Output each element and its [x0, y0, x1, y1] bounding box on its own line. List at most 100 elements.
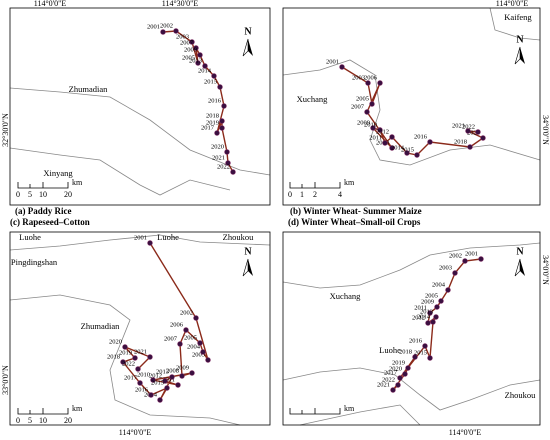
- panel-caption: (a) Paddy Rice: [15, 206, 72, 216]
- year-label: 2009: [421, 298, 434, 305]
- year-label: 2003: [352, 74, 365, 81]
- year-label: 2001: [134, 234, 147, 241]
- year-label: 2003: [439, 264, 452, 271]
- year-label: 2017: [124, 374, 138, 381]
- year-label: 2004: [187, 343, 201, 350]
- centroid-point: [365, 80, 371, 86]
- coordinate-label: 34°0'0"N: [541, 115, 550, 145]
- map-panel: (b) Winter Wheat- Summer Maize 114°0'0"E 3…: [282, 0, 550, 216]
- scale-label: 5: [28, 416, 32, 425]
- trajectory: [121, 242, 209, 401]
- centroid-point: [390, 387, 396, 393]
- place-name: Zhoukou: [505, 390, 536, 400]
- year-label: 2017: [201, 124, 215, 131]
- panel-caption: (c) Rapeseed–Cotton: [10, 217, 90, 227]
- centroid-point: [434, 304, 440, 310]
- year-label: 2022: [462, 123, 475, 130]
- centroid-point: [475, 129, 481, 135]
- coordinate-label: 114°0'0"E: [496, 0, 529, 8]
- centroid-point: [175, 382, 181, 388]
- centroid-point: [414, 152, 420, 158]
- scale-bar: [289, 408, 341, 415]
- centroid-point: [412, 354, 418, 360]
- year-label: 2018: [454, 138, 467, 145]
- year-label: 2012: [149, 372, 162, 379]
- north-label: N: [516, 246, 524, 257]
- centroid-point: [382, 140, 388, 146]
- centroid-point: [164, 385, 170, 391]
- year-label: 2021: [452, 122, 465, 129]
- coordinate-label: 114°30'0"E: [162, 0, 199, 8]
- centroid-point: [377, 127, 383, 133]
- centroid-point: [230, 169, 236, 175]
- centroid-point: [225, 160, 231, 166]
- scale-label: km: [344, 404, 355, 413]
- year-label: 2018: [399, 348, 412, 355]
- centroid-point: [193, 315, 199, 321]
- centroid-point: [445, 287, 451, 293]
- year-label: 2013: [156, 368, 169, 375]
- place-name: Xinyang: [43, 168, 73, 178]
- year-label: 2020: [389, 365, 402, 372]
- coordinate-label: 114°0'0"E: [34, 0, 67, 8]
- coordinate-label: 33°0'0"N: [1, 365, 10, 395]
- year-label: 2022: [382, 376, 395, 383]
- north-arrow-outline: [514, 46, 521, 65]
- year-label: 2020: [109, 338, 122, 345]
- scale-label: 20: [64, 416, 72, 425]
- year-label: 2011: [369, 134, 382, 141]
- centroid-point: [169, 374, 175, 380]
- coordinate-label: 32°30'0"N: [1, 113, 10, 147]
- year-label: 2012: [412, 314, 425, 321]
- year-label: 2005: [356, 95, 369, 102]
- scale-label: km: [72, 178, 83, 187]
- year-label: 2002: [180, 309, 193, 316]
- year-label: 2019: [392, 359, 405, 366]
- year-label: 2016: [414, 133, 428, 140]
- scale-label: 5: [28, 190, 32, 199]
- year-label: 2016: [135, 386, 149, 393]
- place-name: Luohe: [379, 345, 401, 355]
- year-label: 2016: [208, 97, 222, 104]
- centroid-point: [397, 375, 403, 381]
- centroid-point: [157, 397, 163, 403]
- centroid-point: [478, 256, 484, 262]
- scale-label: 10: [39, 190, 47, 199]
- centroid-point: [427, 355, 433, 361]
- centroid-point: [430, 319, 436, 325]
- map-panel: (c) Rapeseed–Cotton 33°0'0"N 114°0'0"E Luoh…: [1, 217, 271, 437]
- year-label: 2009: [184, 46, 197, 53]
- year-label: 2015: [414, 349, 427, 356]
- scale-label: 1: [300, 190, 304, 199]
- centroid-point: [462, 258, 468, 264]
- year-label: 2015: [204, 78, 217, 85]
- centroid-point: [395, 382, 401, 388]
- year-label: 2010: [364, 121, 377, 128]
- centroid-point: [224, 149, 230, 155]
- north-arrow-outline: [242, 258, 249, 277]
- centroid-point: [433, 314, 439, 320]
- centroid-point: [427, 139, 433, 145]
- year-label: 2004: [432, 281, 446, 288]
- centroid-point: [452, 270, 458, 276]
- centroid-point: [197, 340, 203, 346]
- year-label: 2002: [449, 252, 462, 259]
- year-label: 2015: [151, 379, 164, 386]
- north-label: N: [244, 26, 252, 37]
- scale-label: 2: [313, 190, 317, 199]
- year-label: 2010: [137, 371, 150, 378]
- centroid-point: [189, 370, 195, 376]
- centroid-point: [195, 60, 201, 66]
- centroid-point: [339, 64, 345, 70]
- year-label: 2005: [182, 54, 195, 61]
- place-name: Zhumadian: [81, 321, 120, 331]
- year-label: 2003: [176, 33, 189, 40]
- year-label: 2021: [134, 348, 147, 355]
- centroid-point: [404, 150, 410, 156]
- centroid-point: [467, 144, 473, 150]
- scale-label: km: [344, 178, 355, 187]
- centroid-point: [389, 134, 395, 140]
- centroid-point: [217, 84, 223, 90]
- panel-caption: (b) Winter Wheat- Summer Maize: [290, 206, 422, 216]
